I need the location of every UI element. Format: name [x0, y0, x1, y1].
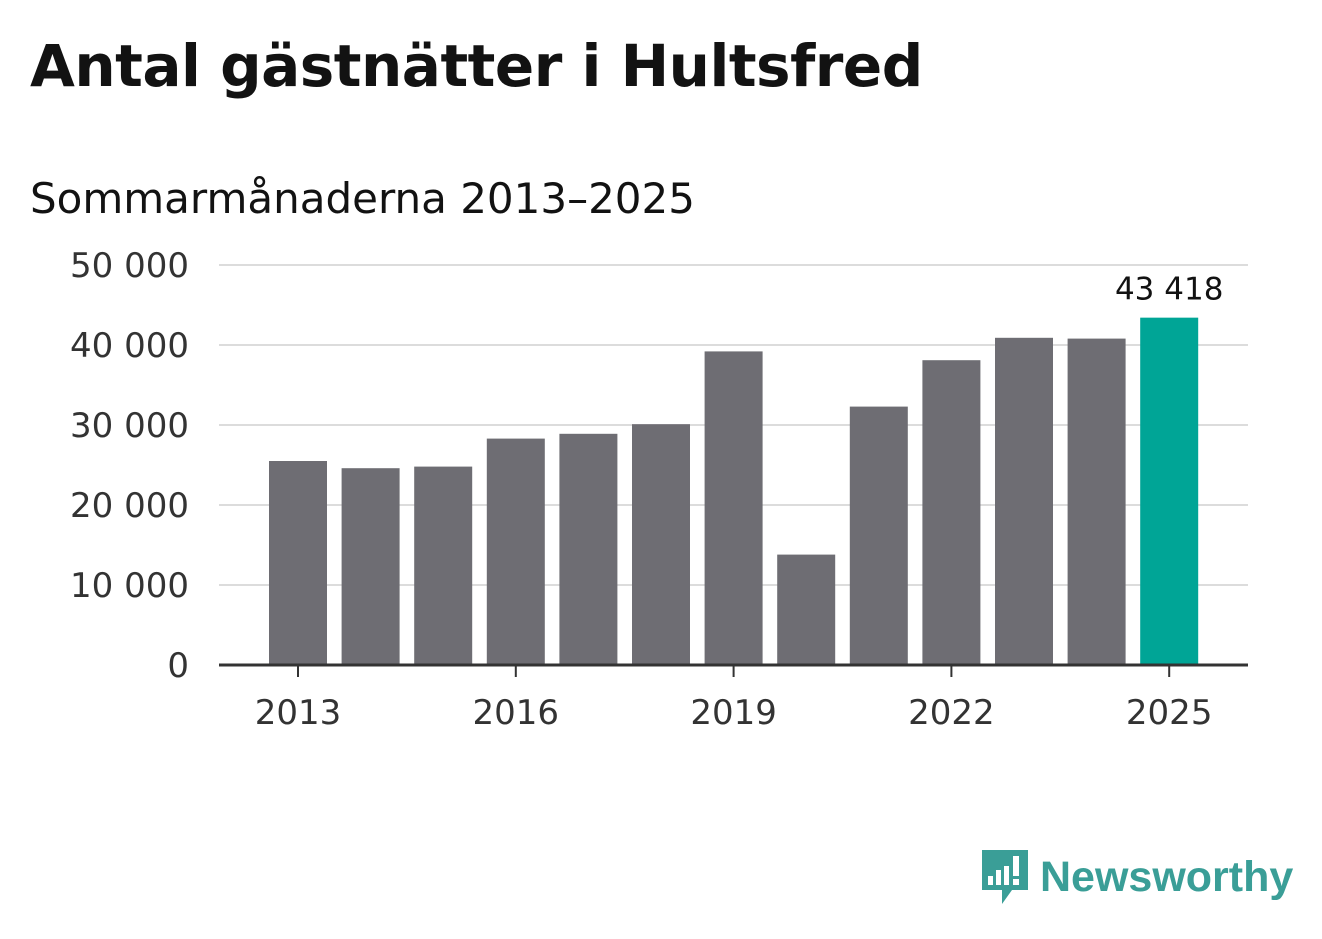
brand-name: Newsworthy	[1040, 852, 1294, 901]
bar-2023	[995, 337, 1053, 665]
bar-2014	[341, 468, 400, 665]
x-tick-label: 2025	[1126, 693, 1213, 733]
x-tick-label: 2013	[255, 693, 342, 733]
bar-2015	[414, 466, 473, 665]
y-tick-label: 40 000	[70, 326, 189, 366]
newsworthy-logo-icon	[982, 850, 1028, 904]
x-tick-label: 2022	[908, 693, 995, 733]
bar-2016	[486, 438, 545, 665]
bar-2025	[1140, 317, 1199, 665]
y-tick-label: 10 000	[70, 566, 189, 606]
y-tick-label: 0	[167, 646, 189, 686]
bar-2013	[269, 461, 327, 665]
y-tick-label: 50 000	[70, 246, 189, 286]
x-tick-label: 2019	[690, 693, 777, 733]
chart-subtitle: Sommarmånaderna 2013–2025	[30, 174, 695, 223]
bar-2021	[849, 406, 908, 665]
y-tick-label: 30 000	[70, 406, 189, 446]
bar-2020	[777, 554, 836, 665]
bar-2017	[559, 433, 618, 665]
chart-title: Antal gästnätter i Hultsfred	[30, 32, 923, 100]
bar-2024	[1067, 338, 1126, 665]
x-tick-label: 2016	[473, 693, 560, 733]
bar-2018	[632, 424, 690, 665]
data-label: 43 418	[1115, 272, 1223, 308]
y-tick-label: 20 000	[70, 486, 189, 526]
newsworthy-logo: Newsworthy	[980, 846, 1293, 908]
bar-2019	[704, 351, 763, 665]
bar-2022	[922, 360, 981, 665]
